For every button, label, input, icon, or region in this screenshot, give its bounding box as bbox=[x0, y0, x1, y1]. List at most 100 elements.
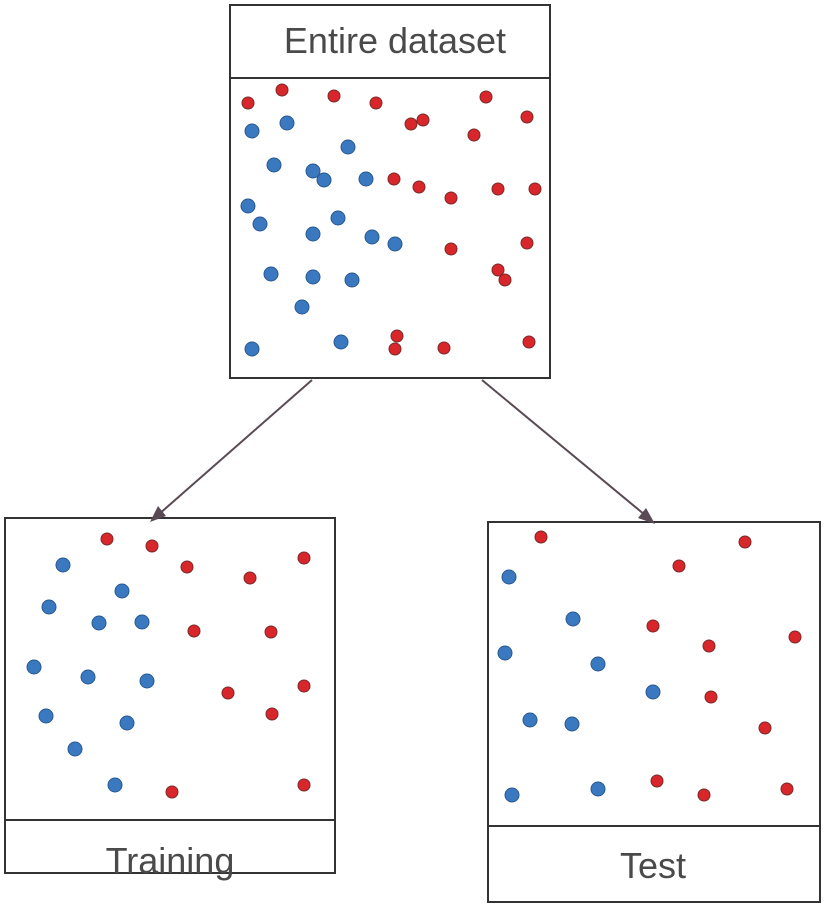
blue-data-point bbox=[67, 741, 83, 757]
red-data-point bbox=[165, 785, 179, 799]
red-data-point bbox=[780, 782, 794, 796]
test-node: Test bbox=[487, 521, 821, 903]
blue-data-point bbox=[387, 236, 403, 252]
blue-data-point bbox=[119, 715, 135, 731]
blue-data-point bbox=[358, 171, 374, 187]
blue-data-point bbox=[55, 557, 71, 573]
red-data-point bbox=[297, 551, 311, 565]
blue-data-point bbox=[252, 216, 268, 232]
test-label: Test bbox=[620, 845, 686, 886]
red-data-point bbox=[437, 341, 451, 355]
red-data-point bbox=[491, 263, 505, 277]
blue-data-point bbox=[305, 269, 321, 285]
training-points bbox=[26, 532, 311, 799]
red-data-point bbox=[479, 90, 493, 104]
red-data-point bbox=[467, 128, 481, 142]
red-data-point bbox=[498, 273, 512, 287]
blue-data-point bbox=[26, 659, 42, 675]
blue-data-point bbox=[91, 615, 107, 631]
red-data-point bbox=[534, 530, 548, 544]
red-data-point bbox=[180, 560, 194, 574]
test-points bbox=[497, 530, 802, 803]
blue-data-point bbox=[590, 656, 606, 672]
red-data-point bbox=[264, 625, 278, 639]
blue-data-point bbox=[340, 139, 356, 155]
blue-data-point bbox=[497, 645, 513, 661]
entire-dataset-node: Entire dataset bbox=[229, 4, 551, 379]
red-data-point bbox=[297, 778, 311, 792]
red-data-point bbox=[738, 535, 752, 549]
blue-data-point bbox=[590, 781, 606, 797]
blue-data-point bbox=[645, 684, 661, 700]
blue-data-point bbox=[107, 777, 123, 793]
blue-data-point bbox=[244, 123, 260, 139]
blue-data-point bbox=[38, 708, 54, 724]
blue-data-point bbox=[504, 787, 520, 803]
blue-data-point bbox=[263, 266, 279, 282]
blue-data-point bbox=[316, 172, 332, 188]
red-data-point bbox=[520, 110, 534, 124]
arrow-entire-to-test bbox=[481, 379, 655, 524]
red-data-point bbox=[522, 335, 536, 349]
red-data-point bbox=[404, 117, 418, 131]
red-data-point bbox=[650, 774, 664, 788]
training-frame bbox=[4, 517, 336, 874]
red-data-point bbox=[327, 89, 341, 103]
entire-dataset-points bbox=[240, 83, 542, 357]
blue-data-point bbox=[240, 198, 256, 214]
red-data-point bbox=[369, 96, 383, 110]
red-data-point bbox=[788, 630, 802, 644]
red-data-point bbox=[145, 539, 159, 553]
red-data-point bbox=[265, 707, 279, 721]
red-data-point bbox=[387, 172, 401, 186]
red-data-point bbox=[390, 329, 404, 343]
test-frame bbox=[487, 521, 821, 903]
blue-data-point bbox=[305, 163, 321, 179]
red-data-point bbox=[444, 191, 458, 205]
training-node: Training bbox=[4, 517, 336, 881]
red-data-point bbox=[100, 532, 114, 546]
arrow-entire-to-training bbox=[150, 379, 313, 522]
blue-data-point bbox=[266, 157, 282, 173]
blue-data-point bbox=[364, 229, 380, 245]
red-data-point bbox=[187, 624, 201, 638]
blue-data-point bbox=[80, 669, 96, 685]
entire-dataset-label: Entire dataset bbox=[284, 20, 506, 61]
blue-data-point bbox=[565, 611, 581, 627]
red-data-point bbox=[672, 559, 686, 573]
blue-data-point bbox=[139, 673, 155, 689]
red-data-point bbox=[275, 83, 289, 97]
red-data-point bbox=[221, 686, 235, 700]
red-data-point bbox=[243, 571, 257, 585]
blue-data-point bbox=[294, 299, 310, 315]
red-data-point bbox=[704, 690, 718, 704]
blue-data-point bbox=[344, 272, 360, 288]
red-data-point bbox=[444, 242, 458, 256]
red-data-point bbox=[528, 182, 542, 196]
blue-data-point bbox=[114, 583, 130, 599]
blue-data-point bbox=[41, 599, 57, 615]
red-data-point bbox=[702, 639, 716, 653]
arrowhead-training-icon bbox=[150, 506, 166, 522]
red-data-point bbox=[416, 113, 430, 127]
blue-data-point bbox=[305, 226, 321, 242]
red-data-point bbox=[697, 788, 711, 802]
red-data-point bbox=[412, 180, 426, 194]
red-data-point bbox=[758, 721, 772, 735]
blue-data-point bbox=[564, 716, 580, 732]
red-data-point bbox=[388, 342, 402, 356]
blue-data-point bbox=[279, 115, 295, 131]
blue-data-point bbox=[522, 712, 538, 728]
training-label: Training bbox=[106, 840, 235, 881]
red-data-point bbox=[646, 619, 660, 633]
blue-data-point bbox=[333, 334, 349, 350]
blue-data-point bbox=[244, 341, 260, 357]
blue-data-point bbox=[134, 614, 150, 630]
red-data-point bbox=[520, 236, 534, 250]
arrowhead-test-icon bbox=[638, 508, 655, 524]
red-data-point bbox=[241, 96, 255, 110]
red-data-point bbox=[297, 679, 311, 693]
red-data-point bbox=[491, 182, 505, 196]
blue-data-point bbox=[501, 569, 517, 585]
